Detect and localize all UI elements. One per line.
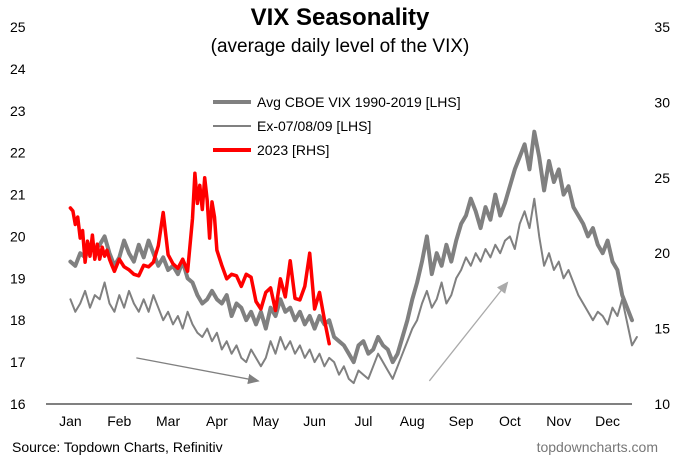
legend-label-2023: 2023 [RHS]	[257, 142, 330, 158]
chart-title: VIX Seasonality	[250, 4, 430, 31]
x-tick-label: Feb	[107, 413, 131, 429]
left-tick-label: 24	[10, 61, 26, 77]
right-tick-label: 10	[654, 396, 670, 412]
left-tick-label: 22	[10, 145, 26, 161]
x-tick-label: Oct	[499, 413, 521, 429]
upward-trend-arrow	[428, 281, 509, 382]
avg-vix-line	[68, 129, 634, 365]
right-tick-label: 15	[654, 321, 670, 337]
left-tick-label: 25	[10, 19, 26, 35]
downward-trend-arrow	[136, 357, 260, 385]
legend-swatch-ex	[213, 125, 251, 127]
right-tick-label: 30	[654, 94, 670, 110]
chart-subtitle: (average daily level of the VIX)	[210, 36, 470, 57]
legend-swatch-avg	[213, 100, 251, 104]
left-tick-label: 20	[10, 228, 26, 244]
legend-entry-avg: Avg CBOE VIX 1990-2019 [LHS]	[213, 90, 461, 114]
left-tick-label: 18	[10, 312, 26, 328]
legend-swatch-2023	[213, 148, 251, 152]
brand-url: topdowncharts.com	[536, 439, 658, 455]
left-tick-label: 21	[10, 187, 26, 203]
x-tick-label: Nov	[546, 413, 571, 429]
x-tick-label: Jun	[303, 413, 326, 429]
x-tick-label: May	[253, 413, 279, 429]
legend-label-avg: Avg CBOE VIX 1990-2019 [LHS]	[257, 94, 461, 110]
left-tick-label: 23	[10, 103, 26, 119]
x-tick-label: Sep	[449, 413, 474, 429]
legend-label-ex: Ex-07/08/09 [LHS]	[257, 118, 372, 134]
left-tick-label: 16	[10, 396, 26, 412]
x-tick-label: Aug	[400, 413, 425, 429]
vix-2023-line	[68, 171, 331, 346]
x-tick-label: Jan	[59, 413, 82, 429]
source-note: Source: Topdown Charts, Refinitiv	[12, 439, 223, 455]
x-tick-label: Dec	[595, 413, 620, 429]
right-tick-label: 35	[654, 19, 670, 35]
legend-entry-2023: 2023 [RHS]	[213, 138, 461, 162]
left-tick-label: 17	[10, 354, 26, 370]
chart-legend: Avg CBOE VIX 1990-2019 [LHS] Ex-07/08/09…	[213, 90, 461, 162]
right-tick-label: 20	[654, 245, 670, 261]
ex-0709-line	[69, 197, 638, 385]
x-tick-label: Jul	[354, 413, 372, 429]
x-tick-label: Mar	[156, 413, 180, 429]
left-tick-label: 19	[10, 270, 26, 286]
legend-entry-ex: Ex-07/08/09 [LHS]	[213, 114, 461, 138]
x-tick-label: Apr	[206, 413, 228, 429]
right-tick-label: 25	[654, 170, 670, 186]
